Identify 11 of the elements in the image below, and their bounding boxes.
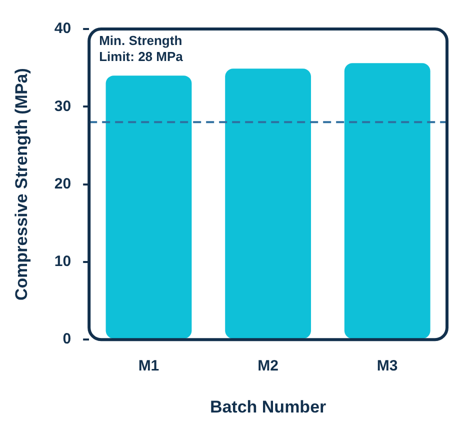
- x-tick-label: M1: [138, 358, 160, 375]
- x-axis-title: Batch Number: [210, 397, 327, 416]
- y-tick-label: 10: [54, 253, 72, 270]
- y-axis-title: Compressive Strength (MPa): [12, 68, 31, 300]
- annotation: Min. Strength Limit: 28 MPa: [99, 33, 184, 64]
- x-tick-label: M3: [376, 358, 398, 375]
- y-tick-label: 0: [62, 330, 72, 348]
- y-tick-label: 40: [54, 20, 72, 38]
- y-tick-label: 30: [54, 98, 72, 115]
- x-tick-label: M2: [258, 358, 278, 375]
- y-tick-label: 20: [54, 175, 72, 192]
